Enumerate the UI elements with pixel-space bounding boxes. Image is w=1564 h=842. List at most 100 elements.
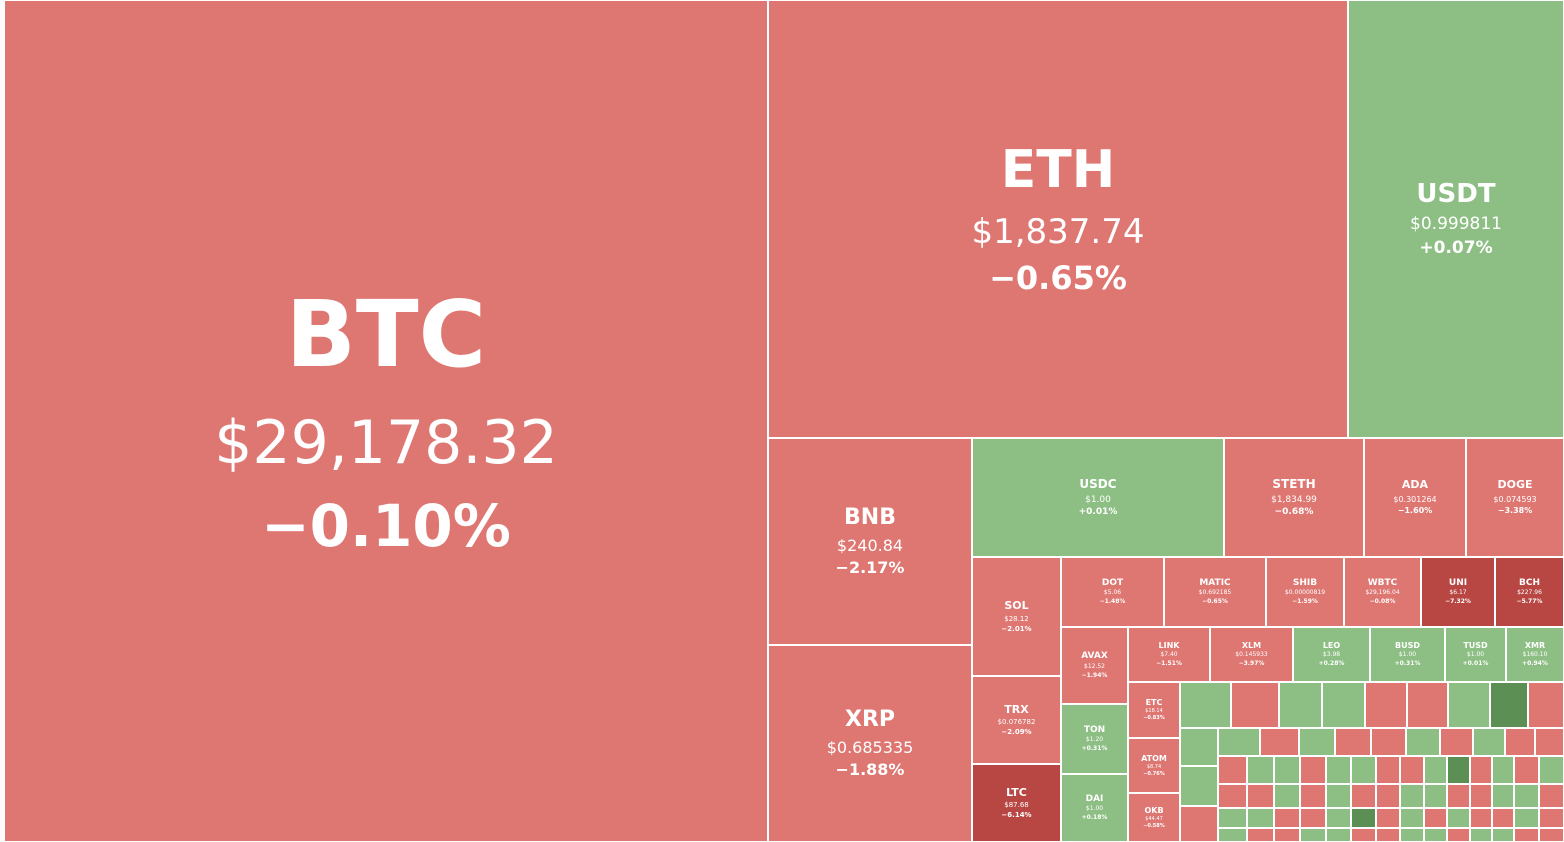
tile-minor[interactable] bbox=[1514, 808, 1539, 828]
tile-minor[interactable] bbox=[1335, 728, 1371, 756]
tile-minor[interactable] bbox=[1400, 808, 1424, 828]
tile-busd[interactable]: BUSD $1.00 +0.31% bbox=[1370, 627, 1445, 682]
tile-minor[interactable] bbox=[1351, 756, 1376, 784]
tile-minor[interactable] bbox=[1514, 828, 1539, 842]
tile-minor[interactable] bbox=[1180, 682, 1231, 728]
tile-minor[interactable] bbox=[1218, 756, 1247, 784]
tile-minor[interactable] bbox=[1260, 728, 1299, 756]
tile-atom[interactable]: ATOM $8.74 −0.76% bbox=[1128, 738, 1180, 793]
tile-minor[interactable] bbox=[1180, 766, 1218, 806]
tile-minor[interactable] bbox=[1447, 808, 1470, 828]
tile-minor[interactable] bbox=[1365, 682, 1407, 728]
tile-uni[interactable]: UNI $6.17 −7.32% bbox=[1421, 557, 1495, 627]
tile-xlm[interactable]: XLM $0.145933 −3.97% bbox=[1210, 627, 1293, 682]
tile-minor[interactable] bbox=[1406, 728, 1440, 756]
tile-minor[interactable] bbox=[1351, 784, 1376, 808]
tile-minor[interactable] bbox=[1322, 682, 1365, 728]
tile-usdc[interactable]: USDC $1.00 +0.01% bbox=[972, 438, 1224, 557]
tile-minor[interactable] bbox=[1424, 828, 1447, 842]
tile-minor[interactable] bbox=[1371, 728, 1406, 756]
tile-minor[interactable] bbox=[1535, 728, 1564, 756]
tile-minor[interactable] bbox=[1424, 756, 1447, 784]
tile-minor[interactable] bbox=[1400, 784, 1424, 808]
tile-minor[interactable] bbox=[1447, 784, 1470, 808]
tile-minor[interactable] bbox=[1180, 728, 1218, 766]
tile-okb[interactable]: OKB $44.47 −0.58% bbox=[1128, 793, 1180, 842]
tile-minor[interactable] bbox=[1376, 828, 1400, 842]
tile-ada[interactable]: ADA $0.301264 −1.60% bbox=[1364, 438, 1466, 557]
tile-minor[interactable] bbox=[1492, 756, 1514, 784]
tile-minor[interactable] bbox=[1274, 808, 1300, 828]
tile-minor[interactable] bbox=[1376, 756, 1400, 784]
tile-minor[interactable] bbox=[1326, 784, 1351, 808]
tile-usdt[interactable]: USDT $0.999811 +0.07% bbox=[1348, 0, 1564, 438]
tile-minor[interactable] bbox=[1274, 784, 1300, 808]
tile-minor[interactable] bbox=[1539, 808, 1564, 828]
tile-minor[interactable] bbox=[1218, 784, 1247, 808]
tile-minor[interactable] bbox=[1492, 808, 1514, 828]
tile-minor[interactable] bbox=[1300, 756, 1326, 784]
tile-minor[interactable] bbox=[1539, 756, 1564, 784]
tile-minor[interactable] bbox=[1326, 808, 1351, 828]
tile-leo[interactable]: LEO $3.98 +0.28% bbox=[1293, 627, 1370, 682]
tile-minor[interactable] bbox=[1470, 784, 1492, 808]
tile-wbtc[interactable]: WBTC $29,196.04 −0.08% bbox=[1344, 557, 1421, 627]
tile-eth[interactable]: ETH $1,837.74 −0.65% bbox=[768, 0, 1348, 438]
tile-minor[interactable] bbox=[1514, 784, 1539, 808]
tile-bnb[interactable]: BNB $240.84 −2.17% bbox=[768, 438, 972, 645]
tile-minor[interactable] bbox=[1218, 728, 1260, 756]
tile-minor[interactable] bbox=[1539, 828, 1564, 842]
tile-dai[interactable]: DAI $1.00 +0.18% bbox=[1061, 774, 1128, 842]
tile-minor[interactable] bbox=[1473, 728, 1505, 756]
tile-minor[interactable] bbox=[1447, 756, 1470, 784]
tile-minor[interactable] bbox=[1247, 756, 1274, 784]
tile-minor[interactable] bbox=[1470, 808, 1492, 828]
tile-minor[interactable] bbox=[1400, 828, 1424, 842]
tile-minor[interactable] bbox=[1447, 828, 1470, 842]
tile-etc[interactable]: ETC $18.14 −0.83% bbox=[1128, 682, 1180, 738]
tile-ltc[interactable]: LTC $87.68 −6.14% bbox=[972, 764, 1061, 842]
tile-minor[interactable] bbox=[1351, 808, 1376, 828]
tile-minor[interactable] bbox=[1407, 682, 1448, 728]
tile-minor[interactable] bbox=[1231, 682, 1279, 728]
tile-ton[interactable]: TON $1.20 +0.31% bbox=[1061, 704, 1128, 774]
tile-minor[interactable] bbox=[1218, 828, 1247, 842]
tile-minor[interactable] bbox=[1300, 828, 1326, 842]
tile-minor[interactable] bbox=[1299, 728, 1335, 756]
tile-minor[interactable] bbox=[1492, 784, 1514, 808]
tile-minor[interactable] bbox=[1300, 784, 1326, 808]
tile-minor[interactable] bbox=[1470, 828, 1492, 842]
tile-minor[interactable] bbox=[1376, 784, 1400, 808]
tile-minor[interactable] bbox=[1440, 728, 1473, 756]
tile-minor[interactable] bbox=[1376, 808, 1400, 828]
tile-bch[interactable]: BCH $227.96 −5.77% bbox=[1495, 557, 1564, 627]
tile-minor[interactable] bbox=[1326, 756, 1351, 784]
tile-avax[interactable]: AVAX $12.52 −1.94% bbox=[1061, 627, 1128, 704]
tile-sol[interactable]: SOL $28.12 −2.01% bbox=[972, 557, 1061, 676]
tile-xmr[interactable]: XMR $160.10 +0.94% bbox=[1506, 627, 1564, 682]
tile-btc[interactable]: BTC $29,178.32 −0.10% bbox=[4, 0, 768, 842]
tile-minor[interactable] bbox=[1400, 756, 1424, 784]
tile-minor[interactable] bbox=[1247, 808, 1274, 828]
tile-minor[interactable] bbox=[1300, 808, 1326, 828]
tile-minor[interactable] bbox=[1470, 756, 1492, 784]
tile-minor[interactable] bbox=[1351, 828, 1376, 842]
tile-minor[interactable] bbox=[1505, 728, 1535, 756]
tile-link[interactable]: LINK $7.40 −1.51% bbox=[1128, 627, 1210, 682]
tile-minor[interactable] bbox=[1279, 682, 1322, 728]
tile-minor[interactable] bbox=[1514, 756, 1539, 784]
tile-trx[interactable]: TRX $0.076782 −2.09% bbox=[972, 676, 1061, 764]
tile-minor[interactable] bbox=[1274, 828, 1300, 842]
tile-minor[interactable] bbox=[1448, 682, 1490, 728]
tile-dot[interactable]: DOT $5.06 −1.48% bbox=[1061, 557, 1164, 627]
tile-minor[interactable] bbox=[1247, 828, 1274, 842]
tile-minor[interactable] bbox=[1490, 682, 1528, 728]
tile-minor[interactable] bbox=[1424, 808, 1447, 828]
tile-minor[interactable] bbox=[1180, 806, 1218, 842]
tile-minor[interactable] bbox=[1218, 808, 1247, 828]
tile-minor[interactable] bbox=[1539, 784, 1564, 808]
tile-minor[interactable] bbox=[1424, 784, 1447, 808]
tile-xrp[interactable]: XRP $0.685335 −1.88% bbox=[768, 645, 972, 842]
tile-minor[interactable] bbox=[1528, 682, 1564, 728]
tile-shib[interactable]: SHIB $0.00000819 −1.59% bbox=[1266, 557, 1344, 627]
